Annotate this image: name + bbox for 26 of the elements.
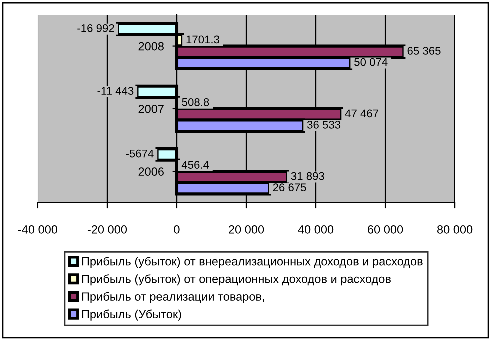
legend-label: Прибыль (убыток) от операционных доходов и расходов <box>82 274 391 286</box>
y-tick-label: 2007 <box>138 105 164 114</box>
y-tick-label: 2006 <box>138 168 164 176</box>
x-tick-label: -20 000 <box>88 226 128 234</box>
x-tick-label: 40 000 <box>298 226 334 234</box>
x-tick-label: 60 000 <box>368 226 404 234</box>
legend-label: Прибыль от реализации товаров, <box>82 292 264 304</box>
y-tick-label: 2008 <box>138 42 164 51</box>
legend-label: Прибыль (Убыток) <box>82 310 182 321</box>
x-tick-label: -40 000 <box>18 226 58 234</box>
data-label: 36 533 <box>307 121 341 129</box>
data-label: -5674 <box>126 150 154 158</box>
x-tick-label: 80 000 <box>438 226 473 234</box>
x-tick-label: 20 000 <box>229 226 264 234</box>
data-label: 26 675 <box>273 184 306 192</box>
data-label: 31 893 <box>291 172 324 180</box>
data-label: -11 443 <box>98 87 134 96</box>
data-label: 1701.3 <box>186 36 220 44</box>
data-label: 50 074 <box>354 58 388 66</box>
data-label: -16 992 <box>78 24 114 32</box>
data-label: 508.8 <box>182 98 210 106</box>
data-label: 65 365 <box>408 47 441 55</box>
data-label: 456.4 <box>182 161 210 169</box>
x-tick-label: 0 <box>174 226 180 234</box>
data-label: 47 467 <box>345 110 378 118</box>
legend-label: Прибыль (убыток) от внереализационных доходов и расходов <box>82 256 423 268</box>
